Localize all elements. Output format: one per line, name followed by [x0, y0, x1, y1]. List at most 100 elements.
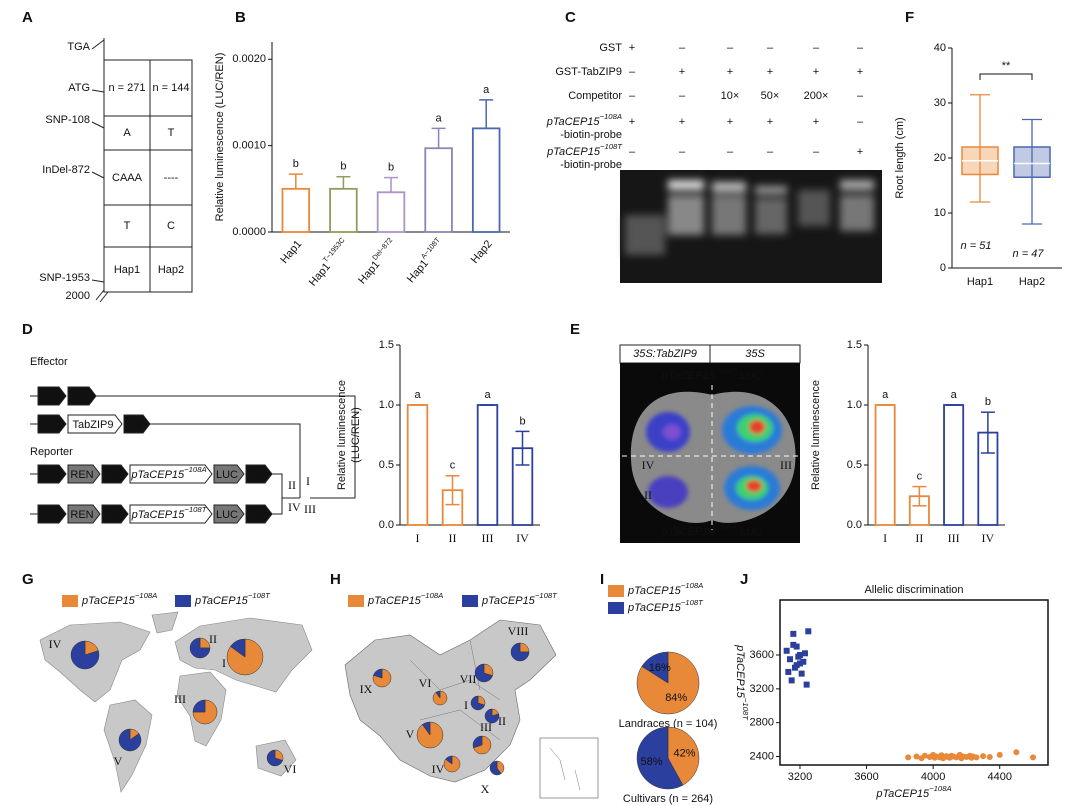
point — [793, 643, 800, 650]
pie-value-label: 84% — [665, 692, 687, 704]
position-label: SNP-108 — [45, 114, 90, 126]
point — [803, 681, 810, 688]
cell: 10× — [721, 90, 740, 102]
region-label: III — [174, 692, 186, 706]
element-label: REN — [70, 469, 93, 481]
x-tick-label: III — [948, 531, 960, 545]
region-label: IX — [360, 682, 373, 696]
point — [805, 628, 812, 635]
significance-letter: c — [917, 471, 923, 483]
significance-letter: b — [985, 396, 991, 408]
element-label: 35S — [40, 509, 60, 521]
significance-letter: a — [483, 84, 490, 96]
panel-label: F — [905, 9, 914, 26]
cell: + — [679, 66, 685, 78]
connector — [150, 423, 301, 498]
cell: – — [767, 146, 774, 158]
legend-label-base: pTaCEP15 — [81, 595, 136, 607]
point — [791, 664, 798, 671]
point — [921, 752, 928, 759]
band — [625, 215, 665, 255]
row-label: pTaCEP15−108A — [546, 112, 622, 128]
table-cell: A — [123, 127, 131, 139]
region-label: V — [114, 754, 123, 768]
significance-letter: b — [519, 415, 525, 427]
x-tick-label: 3600 — [854, 771, 878, 783]
pie-slice — [192, 699, 218, 725]
connector — [272, 498, 283, 515]
gel-image — [620, 170, 882, 283]
band — [712, 182, 746, 192]
x-tick-label: II — [449, 531, 457, 545]
construct-element — [67, 464, 101, 484]
legend-swatch — [462, 595, 478, 607]
panel-label: H — [330, 571, 341, 588]
element-label: Ter — [105, 469, 121, 481]
row-label-sup: −108A — [600, 112, 622, 121]
panel-a-diagram — [95, 38, 193, 303]
point — [986, 753, 993, 760]
row-label-sup: −108T — [600, 142, 623, 151]
pie-slice — [422, 721, 431, 736]
cell: – — [629, 146, 636, 158]
bar — [441, 489, 464, 526]
point — [783, 647, 790, 654]
construct-element — [213, 504, 245, 524]
table-cell: Hap2 — [158, 264, 184, 276]
legend-label: pTaCEP15−108A — [367, 591, 443, 607]
row-label: pTaCEP15−108T — [546, 142, 623, 158]
legend-label: pTaCEP15−108T — [481, 591, 558, 607]
row-label: GST — [599, 42, 622, 54]
y-axis-label-sup: −108T — [741, 698, 750, 721]
panel-label: C — [565, 9, 576, 26]
panel-label: E — [570, 321, 580, 338]
section-label: Effector — [30, 356, 68, 368]
x-tick-label: II — [915, 531, 923, 545]
plot-frame — [779, 599, 1049, 766]
y-tick-label: 0.0020 — [232, 53, 266, 65]
connector — [96, 395, 356, 499]
cell: – — [727, 146, 734, 158]
cell: – — [857, 42, 864, 54]
cell: + — [727, 116, 733, 128]
x-axis-label-sup: −108A — [929, 784, 951, 793]
cell: + — [767, 66, 773, 78]
point — [786, 656, 793, 663]
bar — [424, 147, 453, 233]
element-label: Ter — [249, 509, 265, 521]
significance-letter: a — [414, 389, 421, 401]
x-tick-label: Hap2 — [1019, 276, 1045, 288]
construct-number: I — [306, 474, 310, 488]
bar — [281, 187, 311, 233]
panel-label: B — [235, 9, 246, 26]
construct-element — [37, 386, 67, 406]
pie-value-label: 58% — [640, 756, 662, 768]
construct-number: IV — [288, 500, 301, 514]
china-map — [344, 619, 599, 799]
x-tick-label: I — [883, 531, 887, 545]
position-connector — [91, 121, 105, 129]
cell: 50× — [761, 90, 780, 102]
element-label: 35S — [40, 391, 60, 403]
pie-slice — [435, 690, 441, 699]
legend-label: pTaCEP15−108T — [194, 591, 271, 607]
row-label-base: pTaCEP15 — [546, 146, 601, 158]
element-label-sup: −108A — [184, 465, 206, 474]
panel-label: J — [740, 571, 748, 588]
legend-label-base: pTaCEP15 — [367, 595, 422, 607]
x-tick-label: I — [416, 531, 420, 545]
x-tick-label: 3200 — [788, 771, 812, 783]
cell: + — [679, 116, 685, 128]
region-label: VI — [284, 762, 297, 776]
bar — [476, 404, 499, 526]
cell: + — [857, 66, 863, 78]
panel-label: G — [22, 571, 34, 588]
significance-letter: a — [882, 389, 889, 401]
construct-element — [37, 464, 67, 484]
bar — [874, 404, 896, 526]
legend-label-sup: −108T — [535, 591, 558, 600]
significance-letter: b — [340, 161, 346, 173]
point — [1030, 754, 1037, 761]
element-label: 35S — [40, 469, 60, 481]
